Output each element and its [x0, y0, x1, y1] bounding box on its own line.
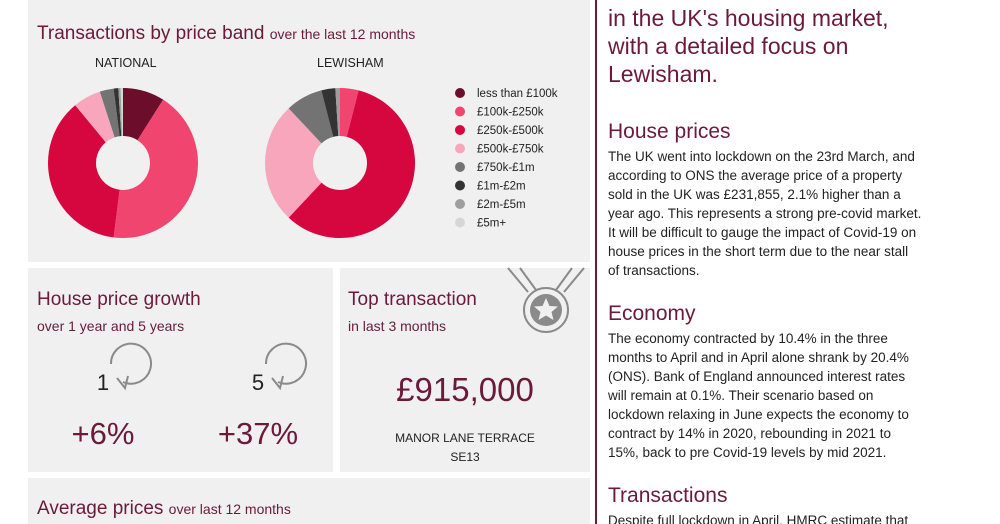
heading: Average prices over last 12 months: [37, 498, 291, 519]
donut-slice: [47, 105, 120, 238]
heading: Top transaction: [348, 289, 477, 310]
legend-swatch: [455, 180, 465, 191]
heading-subtitle: over the last 12 months: [270, 26, 416, 42]
cycle-arrow: [271, 375, 284, 391]
donut-slice: [118, 88, 123, 137]
legend-label: £250k-£500k: [477, 125, 544, 137]
donut-slice: [335, 88, 340, 137]
donut-slice: [340, 88, 359, 137]
legend-swatch: [455, 162, 465, 172]
paragraph-line: 15%, back to pre Covid-19 levels by mid …: [608, 445, 886, 460]
cycle-icon: [109, 342, 152, 385]
paragraph-line: lockdown relaxing in June expects the ec…: [608, 407, 909, 422]
legend-label: £2m-£5m: [477, 199, 526, 211]
donut-slice: [265, 108, 322, 218]
paragraph-line: sold in the UK was £231,855, 2.1% higher…: [608, 187, 901, 202]
heading: Transactions by price band over the last…: [37, 23, 415, 44]
paragraph-line: will remain at 0.1%. Their scenario base…: [607, 388, 873, 403]
chart-title: LEWISHAM: [317, 56, 384, 70]
street: MANOR LANE TERRACE: [395, 431, 535, 445]
cycle-arrow: [116, 375, 129, 391]
panel: [28, 478, 590, 524]
price: £915,000: [396, 371, 534, 408]
panel: [28, 268, 333, 472]
section-title: Transactions: [608, 484, 727, 507]
legend-swatch: [455, 143, 465, 154]
years: 5: [252, 370, 264, 395]
paragraph-line: of transactions.: [608, 263, 700, 278]
legend-label: £5m+: [477, 218, 506, 230]
intro-line: in the UK's housing market,: [608, 5, 889, 31]
legend-swatch: [455, 217, 465, 228]
section-title: Economy: [608, 302, 696, 325]
heading-title: Transactions by price band: [37, 23, 264, 44]
heading: House price growth: [37, 289, 201, 310]
growth-value: +37%: [218, 416, 298, 451]
postcode: SE13: [450, 450, 480, 464]
paragraph-line: It will be difficult to gauge the impact…: [608, 225, 916, 240]
heading-title: Average prices: [37, 498, 163, 519]
legend-label: £500k-£750k: [477, 144, 544, 156]
donut-slice: [120, 88, 123, 137]
cycle-icon: [264, 342, 307, 385]
legend-swatch: [455, 106, 465, 117]
donut-slice: [99, 88, 120, 138]
paragraph-line: The UK went into lockdown on the 23rd Ma…: [608, 149, 915, 164]
paragraph-line: The economy contracted by 10.4% in the t…: [608, 331, 888, 346]
paragraph-line: year ago. This represents a strong pre-c…: [608, 206, 921, 221]
paragraph-line: (ONS). Bank of England announced interes…: [608, 369, 905, 384]
donut-slice: [288, 90, 415, 239]
paragraph-line: Despite full lockdown in April, HMRC est…: [608, 513, 908, 524]
heading-subtitle: over last 12 months: [169, 501, 291, 517]
medal-icon: [507, 267, 585, 333]
donut-slice: [321, 88, 339, 137]
legend-label: £1m-£2m: [477, 181, 526, 193]
donut-slice: [123, 88, 164, 141]
intro-line: with a detailed focus on: [607, 33, 848, 59]
paragraph-line: house prices in the short term due to th…: [608, 244, 908, 259]
chart-title: NATIONAL: [95, 56, 157, 70]
legend-swatch: [455, 88, 465, 98]
legend-label: less than £100k: [477, 88, 558, 100]
years: 1: [97, 370, 109, 395]
growth-value: +6%: [72, 416, 135, 451]
donut-slice: [113, 88, 122, 137]
paragraph-line: according to ONS the average price of a …: [608, 168, 902, 183]
legend-swatch: [455, 199, 465, 209]
donut-slice: [75, 91, 115, 143]
paragraph-line: months to April and in April alone shran…: [608, 350, 909, 365]
section-title: House prices: [608, 120, 731, 143]
paragraph-line: contract by 14% in 2020, rebounding in 2…: [608, 426, 891, 441]
donut-slice: [288, 90, 334, 144]
subheading: in last 3 months: [348, 318, 446, 334]
legend-label: £750k-£1m: [477, 162, 535, 174]
donut-slice: [113, 99, 199, 238]
legend-swatch: [455, 125, 465, 135]
subheading: over 1 year and 5 years: [37, 318, 184, 334]
legend-label: £100k-£250k: [477, 107, 544, 119]
intro-line: Lewisham.: [608, 61, 718, 87]
